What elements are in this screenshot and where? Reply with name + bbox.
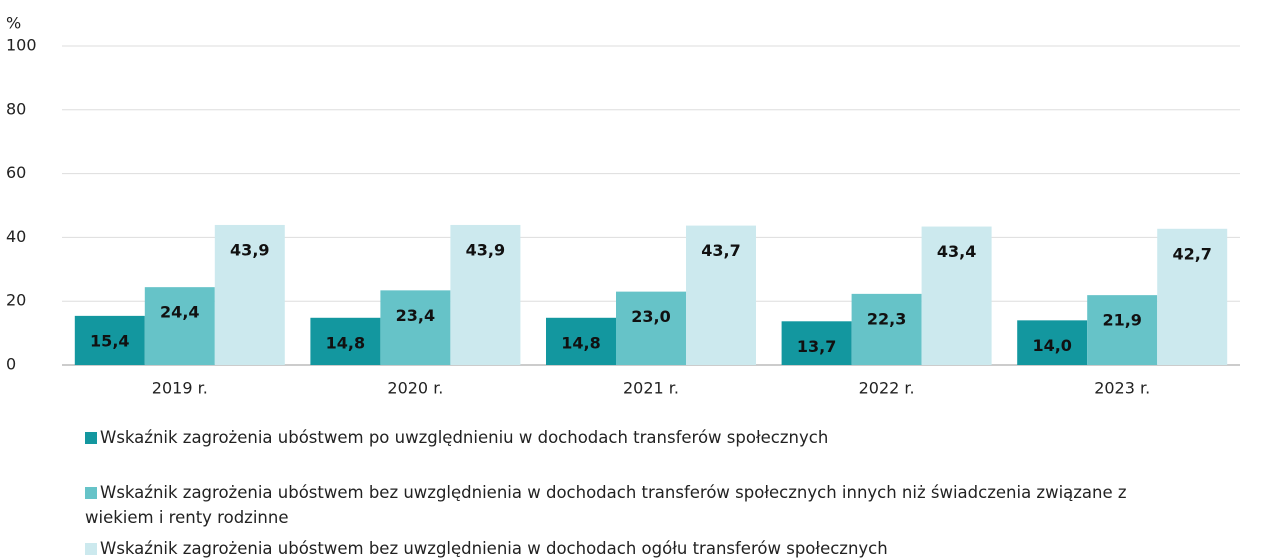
x-tick-label: 2021 r. (623, 379, 679, 398)
value-label: 43,4 (937, 242, 976, 261)
bar (214, 224, 285, 365)
x-tick-label: 2023 r. (1094, 379, 1150, 398)
legend-label: Wskaźnik zagrożenia ubóstwem po uwzględn… (100, 428, 829, 447)
bar (144, 287, 215, 365)
bar (450, 224, 521, 365)
legend-item: Wskaźnik zagrożenia ubóstwem po uwzględn… (85, 425, 1145, 450)
legend-label: Wskaźnik zagrożenia ubóstwem bez uwzględ… (100, 539, 888, 558)
value-label: 24,4 (160, 303, 199, 322)
bar (1157, 228, 1228, 365)
y-tick-label: 100 (6, 36, 37, 55)
value-label: 43,9 (230, 240, 269, 259)
value-label: 23,0 (631, 307, 670, 326)
value-label: 22,3 (867, 309, 906, 328)
y-tick-label: 60 (6, 163, 26, 182)
y-tick-label: 0 (6, 355, 16, 374)
legend-item: Wskaźnik zagrożenia ubóstwem bez uwzględ… (85, 536, 1145, 558)
bar (1017, 320, 1088, 365)
y-tick-label: 40 (6, 227, 26, 246)
value-label: 21,9 (1102, 311, 1141, 330)
value-label: 13,7 (797, 337, 836, 356)
legend-swatch (85, 432, 97, 444)
chart: % 0 20 40 60 80 100 2019 r. 15,4 24,4 43,9 2020 r.… (6, 14, 1240, 398)
bar (546, 317, 616, 365)
value-label: 14,0 (1032, 336, 1071, 355)
legend-item: Wskaźnik zagrożenia ubóstwem bez uwzględ… (85, 480, 1145, 530)
bar (781, 321, 852, 365)
bar (616, 291, 686, 365)
y-tick-label: 20 (6, 291, 26, 310)
legend-swatch (85, 487, 97, 499)
value-label: 42,7 (1172, 244, 1211, 263)
bar (686, 225, 756, 365)
y-tick-label: 80 (6, 99, 26, 118)
bar (851, 293, 922, 365)
bar (921, 226, 992, 365)
value-label: 43,9 (466, 240, 505, 259)
bar (74, 315, 145, 365)
legend-label: Wskaźnik zagrożenia ubóstwem bez uwzględ… (85, 483, 1127, 527)
value-label: 43,7 (701, 241, 740, 260)
x-tick-label: 2019 r. (152, 379, 208, 398)
bar (1087, 295, 1158, 365)
legend-swatch (85, 543, 97, 555)
value-label: 14,8 (326, 333, 365, 352)
value-label: 23,4 (396, 306, 435, 325)
bar (310, 317, 381, 365)
value-label: 14,8 (561, 333, 600, 352)
value-label: 15,4 (90, 331, 129, 350)
bar (380, 290, 451, 365)
x-tick-label: 2022 r. (859, 379, 915, 398)
y-unit: % (6, 14, 21, 33)
x-tick-label: 2020 r. (387, 379, 443, 398)
